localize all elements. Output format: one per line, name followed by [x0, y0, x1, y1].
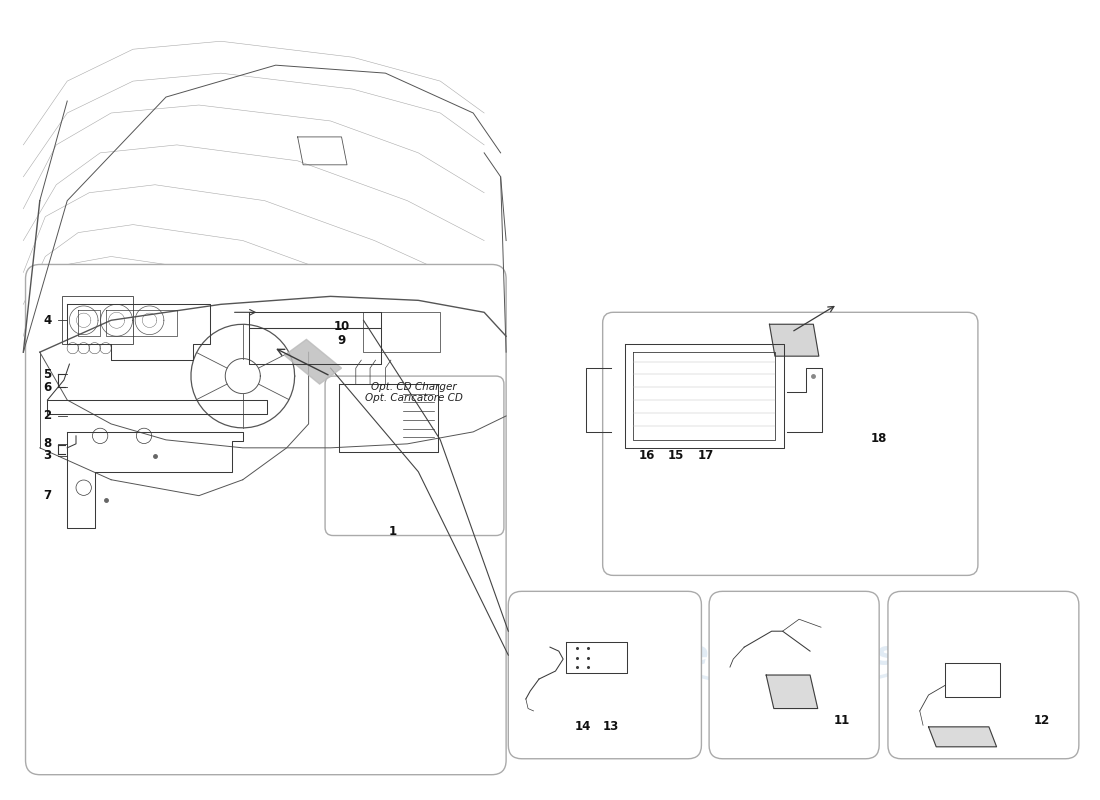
- FancyBboxPatch shape: [710, 591, 879, 758]
- Text: 16: 16: [638, 450, 654, 462]
- Text: 4: 4: [43, 314, 52, 326]
- Text: 6: 6: [43, 381, 52, 394]
- Text: 14: 14: [574, 720, 591, 734]
- Text: eurospares: eurospares: [686, 638, 896, 672]
- Text: 13: 13: [602, 720, 618, 734]
- Text: 3: 3: [43, 450, 52, 462]
- Text: 11: 11: [834, 714, 850, 727]
- Text: 1: 1: [389, 525, 397, 538]
- Polygon shape: [285, 339, 341, 384]
- FancyBboxPatch shape: [603, 312, 978, 575]
- Polygon shape: [767, 675, 817, 709]
- Text: eurospares: eurospares: [678, 435, 905, 469]
- Text: 15: 15: [668, 450, 684, 462]
- Text: 8: 8: [43, 438, 52, 450]
- Bar: [62, 296, 133, 344]
- Text: 5: 5: [43, 368, 52, 381]
- Polygon shape: [928, 727, 997, 746]
- Text: 10: 10: [333, 320, 350, 333]
- Text: 7: 7: [43, 489, 52, 502]
- Text: Opt. CD Charger: Opt. CD Charger: [371, 382, 456, 392]
- FancyBboxPatch shape: [326, 376, 504, 535]
- Text: eurospares: eurospares: [192, 638, 403, 672]
- Text: Opt. Caricatore CD: Opt. Caricatore CD: [365, 394, 463, 403]
- Text: 9: 9: [338, 334, 345, 346]
- Text: 18: 18: [871, 432, 888, 445]
- Text: 2: 2: [43, 410, 52, 422]
- FancyBboxPatch shape: [888, 591, 1079, 758]
- FancyBboxPatch shape: [508, 591, 702, 758]
- FancyBboxPatch shape: [25, 265, 506, 774]
- Text: 17: 17: [697, 450, 714, 462]
- Polygon shape: [769, 324, 818, 356]
- Text: eurospares: eurospares: [184, 435, 412, 469]
- Text: 12: 12: [1033, 714, 1049, 727]
